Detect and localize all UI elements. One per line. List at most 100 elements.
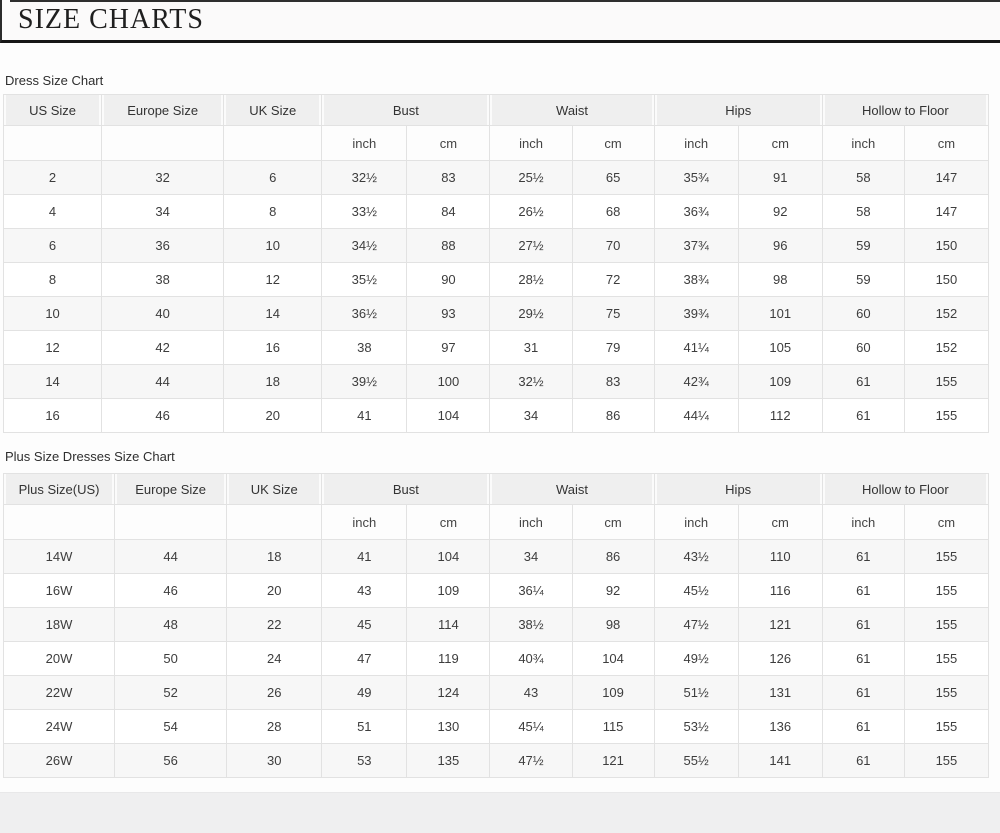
- table-cell: 61: [821, 607, 905, 642]
- table-cell: 61: [821, 398, 905, 433]
- col-header-us-size: US Size: [2, 94, 103, 126]
- table-cell: 6: [223, 160, 323, 195]
- table-cell: 38: [101, 262, 225, 297]
- table-cell: 45½: [653, 573, 739, 608]
- table-cell: 8: [223, 194, 323, 229]
- table-cell: 98: [571, 607, 655, 642]
- table-row: 20W 50 24 47 119 40¾ 104 49½ 126 61 155: [2, 641, 990, 676]
- table-cell: 48: [114, 607, 228, 642]
- empty-header-cell: [223, 125, 323, 161]
- unit-header-cm: cm: [571, 504, 655, 540]
- table-cell: 18W: [2, 607, 116, 642]
- table-row: 16 46 20 41 104 34 86 44¼ 112 61 155: [2, 398, 990, 433]
- table-cell: 30: [226, 743, 323, 778]
- table-cell: 12: [223, 262, 323, 297]
- table-cell: 51½: [653, 675, 739, 710]
- table-cell: 61: [821, 743, 905, 778]
- unit-header-inch: inch: [653, 125, 739, 161]
- table-cell: 42¾: [653, 364, 739, 399]
- table-cell: 100: [406, 364, 491, 399]
- table-cell: 44¼: [653, 398, 739, 433]
- table-cell: 155: [903, 539, 990, 574]
- table-cell: 84: [406, 194, 491, 229]
- table-cell: 135: [406, 743, 491, 778]
- table-cell: 10: [2, 296, 103, 331]
- table-cell: 14W: [2, 539, 116, 574]
- table-cell: 44: [114, 539, 228, 574]
- empty-header-cell: [101, 125, 225, 161]
- table-cell: 119: [406, 641, 491, 676]
- header-row: US Size Europe Size UK Size Bust Waist H…: [2, 94, 990, 126]
- unit-header-inch: inch: [321, 504, 408, 540]
- table-cell: 98: [737, 262, 823, 297]
- table-cell: 88: [406, 228, 491, 263]
- unit-header-cm: cm: [571, 125, 655, 161]
- table-cell: 86: [571, 398, 655, 433]
- table-cell: 92: [737, 194, 823, 229]
- bottom-band: [0, 792, 1000, 833]
- table-cell: 42: [101, 330, 225, 365]
- table-row: 14 44 18 39½ 100 32½ 83 42¾ 109 61 155: [2, 364, 990, 399]
- table-cell: 116: [737, 573, 823, 608]
- col-header-bust: Bust: [321, 473, 491, 505]
- table-cell: 150: [903, 262, 990, 297]
- empty-header-cell: [2, 504, 116, 540]
- table-cell: 22: [226, 607, 323, 642]
- unit-header-cm: cm: [406, 125, 491, 161]
- table-cell: 53: [321, 743, 408, 778]
- table-cell: 28½: [489, 262, 573, 297]
- empty-header-cell: [226, 504, 323, 540]
- table-cell: 54: [114, 709, 228, 744]
- table-cell: 155: [903, 607, 990, 642]
- table-cell: 39½: [321, 364, 408, 399]
- col-header-bust: Bust: [321, 94, 491, 126]
- empty-header-cell: [2, 125, 103, 161]
- table-cell: 104: [406, 398, 491, 433]
- col-header-hips: Hips: [653, 473, 823, 505]
- table-cell: 28: [226, 709, 323, 744]
- table-cell: 109: [737, 364, 823, 399]
- table-cell: 10: [223, 228, 323, 263]
- table-cell: 32½: [489, 364, 573, 399]
- table-cell: 152: [903, 296, 990, 331]
- table-cell: 68: [571, 194, 655, 229]
- table-cell: 92: [571, 573, 655, 608]
- table-cell: 46: [101, 398, 225, 433]
- table-cell: 155: [903, 743, 990, 778]
- table-cell: 39¾: [653, 296, 739, 331]
- table-cell: 49½: [653, 641, 739, 676]
- table-cell: 61: [821, 641, 905, 676]
- table-cell: 55½: [653, 743, 739, 778]
- table-row: 18W 48 22 45 114 38½ 98 47½ 121 61 155: [2, 607, 990, 642]
- table-cell: 18: [223, 364, 323, 399]
- table-cell: 41¼: [653, 330, 739, 365]
- unit-header-inch: inch: [489, 125, 573, 161]
- table-row: 8 38 12 35½ 90 28½ 72 38¾ 98 59 150: [2, 262, 990, 297]
- col-header-europe-size: Europe Size: [114, 473, 228, 505]
- table-cell: 93: [406, 296, 491, 331]
- dress-chart-caption: Dress Size Chart: [5, 73, 104, 88]
- table-row: 2 32 6 32½ 83 25½ 65 35¾ 91 58 147: [2, 160, 990, 195]
- table-cell: 109: [406, 573, 491, 608]
- table-cell: 36½: [321, 296, 408, 331]
- table-cell: 104: [571, 641, 655, 676]
- table-cell: 58: [821, 194, 905, 229]
- table-cell: 70: [571, 228, 655, 263]
- table-row: 22W 52 26 49 124 43 109 51½ 131 61 155: [2, 675, 990, 710]
- table-cell: 96: [737, 228, 823, 263]
- table-cell: 50: [114, 641, 228, 676]
- unit-header-cm: cm: [737, 125, 823, 161]
- table-cell: 24W: [2, 709, 116, 744]
- unit-header-cm: cm: [737, 504, 823, 540]
- table-cell: 32: [101, 160, 225, 195]
- table-cell: 58: [821, 160, 905, 195]
- table-cell: 34: [101, 194, 225, 229]
- table-cell: 20W: [2, 641, 116, 676]
- unit-header-cm: cm: [406, 504, 491, 540]
- table-row: 6 36 10 34½ 88 27½ 70 37¾ 96 59 150: [2, 228, 990, 263]
- dress-size-table: US Size Europe Size UK Size Bust Waist H…: [2, 94, 990, 433]
- col-header-waist: Waist: [489, 94, 655, 126]
- table-cell: 121: [571, 743, 655, 778]
- table-cell: 101: [737, 296, 823, 331]
